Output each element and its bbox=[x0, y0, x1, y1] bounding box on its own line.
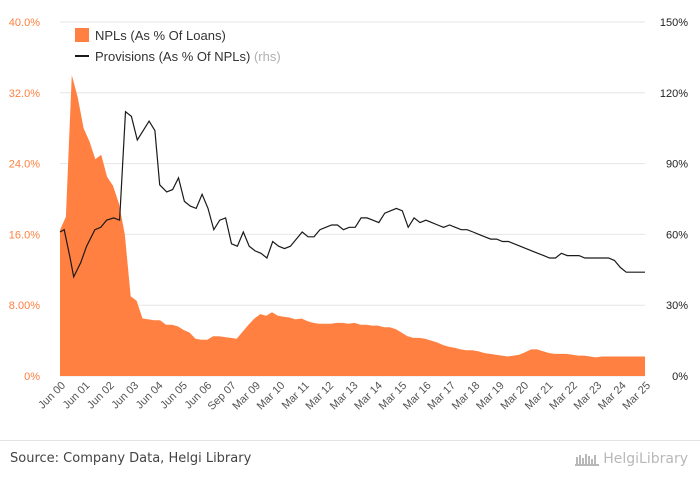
right-axis-tick-label: 30% bbox=[666, 300, 688, 312]
right-axis-tick-label: 90% bbox=[666, 159, 688, 171]
right-axis-tick-label: 150% bbox=[660, 17, 688, 29]
right-axis-tick-label: 60% bbox=[666, 229, 688, 241]
provisions-line-series bbox=[59, 110, 645, 279]
library-icon bbox=[575, 454, 600, 466]
source-note: Source: Company Data, Helgi Library bbox=[10, 451, 252, 466]
left-axis-tick-label: 0% bbox=[24, 371, 40, 383]
legend: NPLs (As % Of Loans) Provisions (As % Of… bbox=[75, 28, 281, 64]
x-axis-tick-label: Mar 25 bbox=[620, 380, 653, 413]
left-axis-ticks: 0% 8.00% 16.0% 24.0% 32.0% 40.0% bbox=[9, 17, 40, 383]
left-axis-tick-label: 32.0% bbox=[9, 88, 40, 100]
left-axis-tick-label: 16.0% bbox=[9, 229, 40, 241]
legend-swatch-npl bbox=[75, 28, 89, 42]
legend-label-npl: NPLs (As % Of Loans) bbox=[95, 28, 226, 43]
left-axis-tick-label: 40.0% bbox=[9, 17, 40, 29]
left-axis-tick-label: 8.00% bbox=[9, 300, 40, 312]
left-axis-tick-label: 24.0% bbox=[9, 159, 40, 171]
legend-label-provisions: Provisions (As % Of NPLs) (rhs) bbox=[95, 49, 281, 64]
right-axis-tick-label: 0% bbox=[672, 371, 688, 383]
right-axis-tick-label: 120% bbox=[660, 88, 688, 100]
legend-rhs-suffix: (rhs) bbox=[254, 49, 281, 64]
right-axis-ticks: 0% 30% 60% 90% 120% 150% bbox=[660, 17, 688, 383]
brand-logo[interactable]: HelgiLibrary bbox=[574, 448, 688, 470]
npl-area-series bbox=[60, 75, 645, 376]
footer-divider bbox=[0, 440, 700, 441]
chart: 0% 8.00% 16.0% 24.0% 32.0% 40.0% 0% 30% 60% 90% 1… bbox=[9, 17, 688, 413]
brand-name: HelgiLibrary bbox=[603, 451, 688, 467]
